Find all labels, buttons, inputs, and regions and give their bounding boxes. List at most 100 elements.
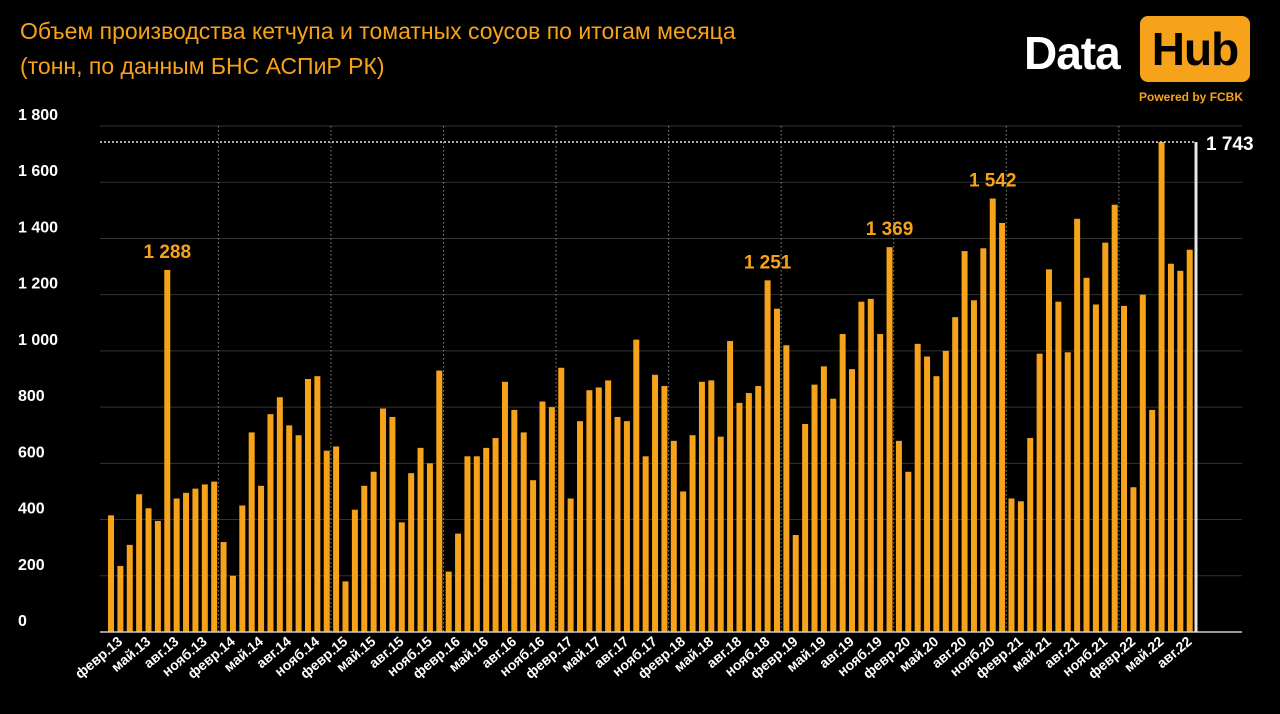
bar <box>792 535 799 632</box>
bar <box>229 575 236 632</box>
bar <box>333 446 340 632</box>
bar <box>1036 353 1043 632</box>
bar <box>1074 218 1081 632</box>
bar <box>736 402 743 632</box>
y-tick-label: 800 <box>18 388 45 405</box>
bar <box>633 339 640 632</box>
bar <box>304 379 311 632</box>
bar <box>755 386 762 632</box>
bar <box>108 515 114 632</box>
bar <box>380 408 387 632</box>
bar <box>1121 305 1128 632</box>
bar <box>192 488 199 632</box>
bar <box>867 298 874 632</box>
bar <box>1130 487 1137 632</box>
bar <box>605 380 612 632</box>
bar <box>351 509 358 632</box>
chart-title-line-1: Объем производства кетчупа и томатных со… <box>20 18 736 44</box>
bar <box>361 485 368 632</box>
bar <box>1186 249 1193 632</box>
chart-title-line-2: (тонн, по данным БНС АСПиР РК) <box>20 53 385 79</box>
peak-value-label: 1 369 <box>866 219 914 240</box>
bar <box>933 376 940 632</box>
bar <box>689 435 696 632</box>
bar <box>1017 501 1024 632</box>
bar <box>126 544 133 632</box>
bar <box>914 343 921 632</box>
bar <box>1046 269 1052 632</box>
bar <box>1167 263 1174 632</box>
y-tick-label: 1 200 <box>18 276 58 293</box>
bar <box>708 380 715 632</box>
y-tick-label: 400 <box>18 501 45 518</box>
bar <box>492 438 499 632</box>
bar <box>389 416 396 632</box>
bar <box>783 345 790 632</box>
peak-value-label: 1 542 <box>969 171 1017 192</box>
bar <box>642 456 649 632</box>
bar <box>248 432 255 632</box>
bar <box>455 533 462 632</box>
bar <box>1064 352 1071 632</box>
bar <box>136 494 143 632</box>
bar <box>436 370 443 632</box>
bar <box>1092 304 1099 632</box>
y-tick-label: 1 400 <box>18 219 58 236</box>
bar <box>511 409 518 632</box>
bar <box>802 423 809 632</box>
bar <box>520 432 527 632</box>
max-value-label: 1 743 <box>1206 134 1254 155</box>
bar <box>764 280 771 632</box>
bar <box>961 251 968 632</box>
peak-value-label: 1 288 <box>144 242 192 263</box>
bar <box>145 508 152 632</box>
y-tick-label: 200 <box>18 557 45 574</box>
bar <box>1027 438 1034 632</box>
bar <box>905 471 912 632</box>
bar <box>1055 301 1062 632</box>
bar <box>942 350 949 632</box>
bar <box>548 407 555 632</box>
bar <box>117 565 124 632</box>
bar <box>267 414 274 632</box>
bar <box>539 401 546 632</box>
bar <box>811 384 818 632</box>
bar <box>501 381 508 632</box>
bar <box>717 436 724 632</box>
bar <box>661 386 668 632</box>
bar <box>201 484 208 632</box>
bar <box>1083 277 1090 632</box>
peak-value-label: 1 251 <box>744 252 792 273</box>
bar <box>1177 270 1184 632</box>
bar <box>417 447 424 632</box>
bar <box>183 492 190 632</box>
bar <box>980 248 987 633</box>
bar <box>849 369 856 632</box>
bar <box>258 485 265 632</box>
bar <box>1111 204 1118 632</box>
bar <box>239 505 246 632</box>
bar <box>999 222 1006 632</box>
bar <box>614 416 621 632</box>
bar <box>314 376 321 632</box>
bar <box>464 456 471 632</box>
bar <box>952 317 959 632</box>
bar <box>877 334 884 632</box>
bar <box>473 456 480 632</box>
bar <box>276 397 283 632</box>
bar <box>323 450 330 632</box>
bar <box>727 341 734 632</box>
bar <box>154 520 161 632</box>
logo-hub-badge: Hub <box>1140 16 1250 82</box>
bar <box>164 269 171 632</box>
bar <box>286 425 293 632</box>
logo-data-text: Data <box>1024 27 1121 79</box>
bar <box>652 374 659 632</box>
bar <box>623 421 630 632</box>
bar <box>895 440 902 632</box>
bar <box>670 440 677 632</box>
bar <box>558 367 565 632</box>
bar <box>886 247 893 633</box>
bar <box>1149 409 1156 632</box>
